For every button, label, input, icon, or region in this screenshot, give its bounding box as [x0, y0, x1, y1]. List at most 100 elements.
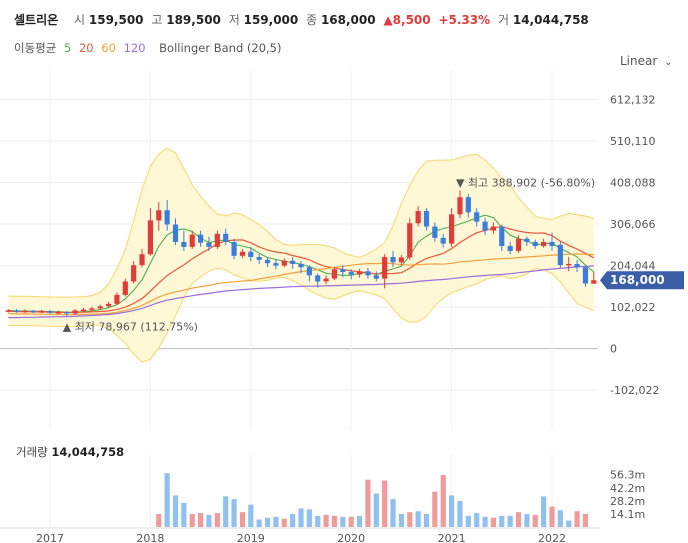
- scale-label: Linear: [620, 54, 658, 68]
- candle-body: [490, 226, 497, 231]
- candle-body: [507, 246, 513, 251]
- candles: [5, 190, 597, 317]
- ma-20[interactable]: 20: [78, 41, 94, 55]
- high-value: 189,500: [166, 13, 221, 27]
- candle-body: [448, 214, 455, 244]
- candle-body: [474, 212, 480, 222]
- ma-5[interactable]: 5: [63, 41, 72, 55]
- candle-body: [122, 281, 128, 295]
- candle-body: [323, 278, 329, 282]
- bollinger-band: [8, 147, 594, 363]
- candle-body: [256, 257, 262, 260]
- volume-tick-label: 56.3m: [610, 469, 645, 482]
- volume-bar: [315, 515, 321, 527]
- grid-lines: [0, 70, 600, 529]
- candle-body: [89, 308, 95, 310]
- ma-120[interactable]: 120: [123, 41, 146, 55]
- chevron-down-icon: ⌄: [664, 57, 673, 68]
- volume-bar: [490, 517, 497, 527]
- volume-bar: [432, 491, 438, 527]
- bollinger-fill: [8, 148, 594, 363]
- candle-body: [55, 311, 61, 314]
- volume-bar: [549, 506, 555, 527]
- candle-body: [515, 238, 522, 251]
- candle-body: [298, 263, 304, 268]
- candle-body: [206, 242, 212, 247]
- candle-body: [524, 238, 530, 242]
- candle-body: [440, 237, 446, 244]
- bollinger-label[interactable]: Bollinger Band (20,5): [159, 41, 282, 55]
- ma120-line: [8, 265, 594, 319]
- volume-bar: [541, 496, 547, 527]
- low-value: 159,000: [243, 13, 299, 27]
- candle-body: [264, 259, 271, 264]
- candle-body: [390, 257, 396, 263]
- candle-body: [365, 271, 371, 276]
- price-tick-label: 510,110: [610, 135, 656, 148]
- open-value: 159,500: [88, 13, 144, 27]
- low-marker-label: ▲ 최저 78,967 (112.75%): [63, 320, 198, 333]
- candle-body: [582, 267, 589, 284]
- volume-bar: [306, 509, 312, 527]
- volume-bar: [457, 501, 463, 527]
- candle-body: [164, 210, 170, 225]
- volume-header: 거래량 14,044,758: [16, 444, 124, 460]
- candle-body: [131, 265, 137, 282]
- price-axis: 612,132 510,110 408,088 306,066 204,044 102,0…: [610, 93, 659, 397]
- stock-header: 셀트리온 시 159,500 고 189,500 저 159,000 종 168…: [14, 11, 589, 28]
- candle-body: [382, 257, 388, 279]
- candle-body: [172, 224, 179, 242]
- candle-body: [566, 263, 572, 266]
- high-marker-label: ▼ 최고 388,902 (-56.80%): [456, 176, 595, 189]
- candle-body: [557, 244, 563, 266]
- candle-body: [214, 233, 220, 247]
- volume-bar: [198, 513, 204, 527]
- candle-body: [30, 310, 36, 313]
- volume-header-value: 14,044,758: [51, 445, 125, 459]
- change-value: ▲8,500: [383, 13, 431, 27]
- candle-body: [13, 310, 20, 312]
- volume-bar: [206, 514, 212, 527]
- volume-bar: [407, 512, 413, 527]
- volume-bar: [181, 502, 187, 527]
- close-label: 종: [306, 13, 318, 27]
- volume-bar: [415, 511, 421, 527]
- volume-bar: [156, 514, 162, 527]
- time-tick-label: 2019: [237, 532, 265, 543]
- volume-bar: [172, 495, 179, 527]
- volume-bar: [365, 479, 371, 527]
- volume-bar: [557, 510, 563, 527]
- scale-selector[interactable]: Linear ⌄: [620, 54, 673, 68]
- volume-bar: [390, 499, 396, 527]
- price-tick-label: 204,044: [610, 260, 656, 273]
- volume-tick-label: 42.2m: [610, 482, 645, 495]
- close-value: 168,000: [320, 13, 376, 27]
- volume-bar: [281, 518, 287, 527]
- volume-bar: [189, 514, 195, 527]
- candle-body: [407, 223, 413, 258]
- volume-bar: [373, 493, 379, 527]
- candle-body: [549, 241, 555, 247]
- ma-60[interactable]: 60: [101, 41, 116, 55]
- candle-body: [465, 197, 471, 213]
- time-axis: 2017 2018 2019 2020 2021 2022: [36, 532, 566, 543]
- volume-bar: [423, 514, 430, 527]
- volume-bar: [465, 515, 471, 527]
- volume-bar: [582, 514, 589, 527]
- indicator-legend[interactable]: 이동평균 5 20 60 120 Bollinger Band (20,5): [14, 40, 286, 56]
- time-tick-label: 2021: [438, 532, 466, 543]
- price-tag-label: 168,000: [610, 273, 665, 287]
- volume-bar: [331, 515, 338, 527]
- candle-body: [541, 241, 547, 247]
- candle-body: [223, 233, 229, 242]
- candle-body: [22, 310, 28, 313]
- volume-bar: [524, 514, 530, 527]
- volume-bar: [448, 495, 455, 527]
- volume-bar: [239, 512, 246, 527]
- volume-bar: [348, 516, 354, 527]
- stock-name: 셀트리온: [14, 13, 59, 27]
- time-tick-label: 2017: [36, 532, 64, 543]
- candle-body: [80, 309, 87, 312]
